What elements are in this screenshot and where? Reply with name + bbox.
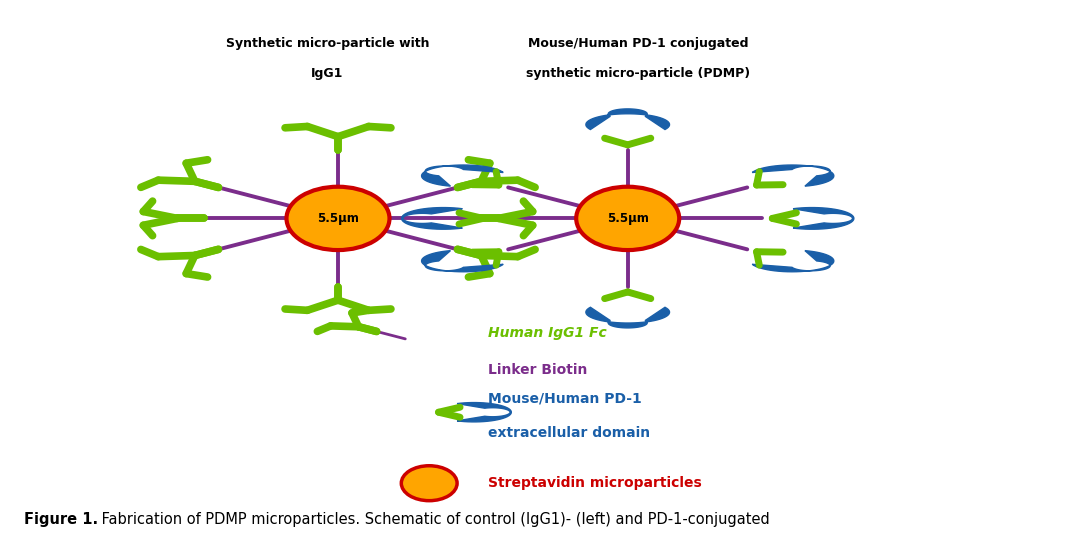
Text: Human IgG1 Fc: Human IgG1 Fc	[488, 326, 607, 340]
Polygon shape	[793, 207, 854, 229]
Polygon shape	[422, 251, 503, 272]
Polygon shape	[752, 165, 834, 186]
Text: 5.5μm: 5.5μm	[606, 212, 649, 225]
Polygon shape	[752, 251, 834, 272]
Text: Streptavidin microparticles: Streptavidin microparticles	[488, 476, 702, 490]
Polygon shape	[422, 165, 503, 186]
Polygon shape	[586, 109, 670, 129]
Text: Linker Biotin: Linker Biotin	[488, 363, 588, 377]
Text: Synthetic micro-particle with: Synthetic micro-particle with	[225, 37, 429, 50]
Text: 5.5μm: 5.5μm	[317, 212, 359, 225]
Text: synthetic micro-particle (PDMP): synthetic micro-particle (PDMP)	[527, 67, 750, 80]
Text: Mouse/Human PD-1: Mouse/Human PD-1	[488, 391, 642, 406]
Text: IgG1: IgG1	[311, 67, 343, 80]
Text: Fabrication of PDMP microparticles. Schematic of control (IgG1)- (left) and PD-1: Fabrication of PDMP microparticles. Sche…	[97, 512, 769, 527]
Text: Mouse/Human PD-1 conjugated: Mouse/Human PD-1 conjugated	[528, 37, 749, 50]
Ellipse shape	[286, 187, 389, 250]
Text: extracellular domain: extracellular domain	[488, 426, 650, 440]
Polygon shape	[586, 307, 670, 328]
Text: Figure 1.: Figure 1.	[24, 512, 98, 527]
Ellipse shape	[401, 466, 457, 501]
Polygon shape	[457, 402, 512, 422]
Ellipse shape	[576, 187, 679, 250]
Polygon shape	[401, 207, 462, 229]
